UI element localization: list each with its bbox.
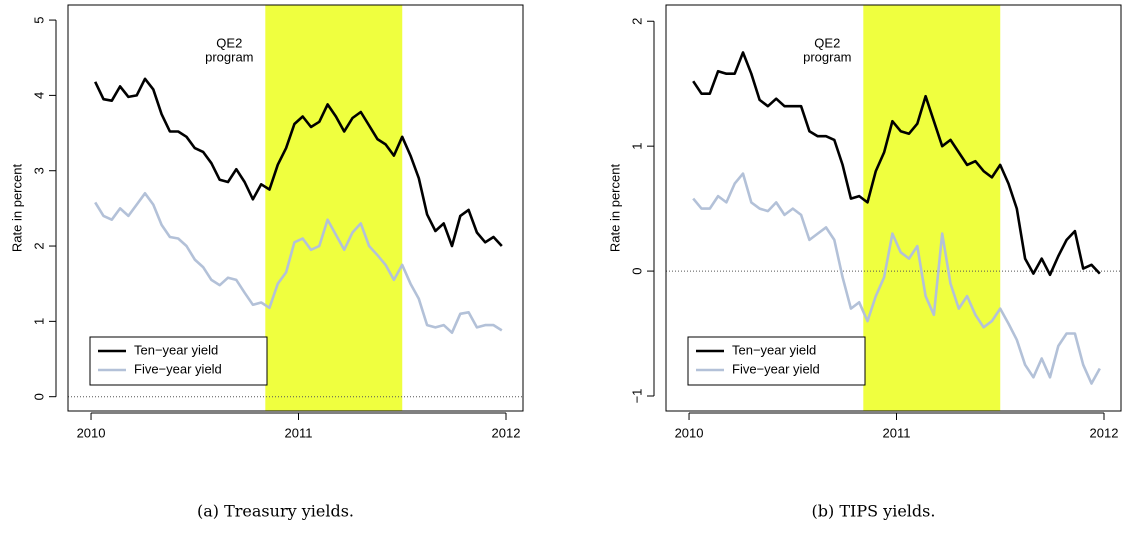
x-tick-label: 2011 xyxy=(883,425,911,440)
y-tick-label: 1 xyxy=(629,143,644,150)
series-line xyxy=(94,192,503,334)
y-tick-label: 4 xyxy=(31,92,46,99)
annotation: program xyxy=(205,49,253,64)
legend-label: Ten−year yield xyxy=(134,342,218,357)
y-tick-label: −1 xyxy=(629,389,644,404)
x-tick-label: 2012 xyxy=(492,425,521,440)
caption: (a) Treasury yields. xyxy=(197,502,354,521)
plot-frame xyxy=(665,4,1122,412)
y-tick-label: 2 xyxy=(31,242,46,249)
plot-frame xyxy=(67,4,524,412)
legend-box xyxy=(89,336,268,386)
legend-box xyxy=(687,336,866,386)
annotation: QE2 xyxy=(814,35,840,50)
y-tick-label: 0 xyxy=(629,267,644,274)
series-line xyxy=(692,172,1101,385)
qe2-shade xyxy=(863,5,1001,411)
caption: (b) TIPS yields. xyxy=(812,502,936,521)
qe2-shade xyxy=(265,5,403,411)
x-tick-label: 2011 xyxy=(285,425,313,440)
legend-label: Five−year yield xyxy=(732,361,820,376)
annotation: program xyxy=(803,49,851,64)
y-axis-label: Rate in percent xyxy=(607,164,622,253)
x-tick-label: 2010 xyxy=(77,425,106,440)
legend-label: Ten−year yield xyxy=(732,342,816,357)
x-tick-label: 2010 xyxy=(675,425,704,440)
annotation: QE2 xyxy=(216,35,242,50)
y-tick-label: 2 xyxy=(629,18,644,25)
legend-label: Five−year yield xyxy=(134,361,222,376)
series-line xyxy=(692,51,1101,277)
y-tick-label: 5 xyxy=(31,16,46,23)
y-axis-label: Rate in percent xyxy=(9,164,24,253)
y-tick-label: 1 xyxy=(31,318,46,325)
series-line xyxy=(94,77,503,248)
x-tick-label: 2012 xyxy=(1090,425,1119,440)
y-tick-label: 0 xyxy=(31,393,46,400)
y-tick-label: 3 xyxy=(31,167,46,174)
